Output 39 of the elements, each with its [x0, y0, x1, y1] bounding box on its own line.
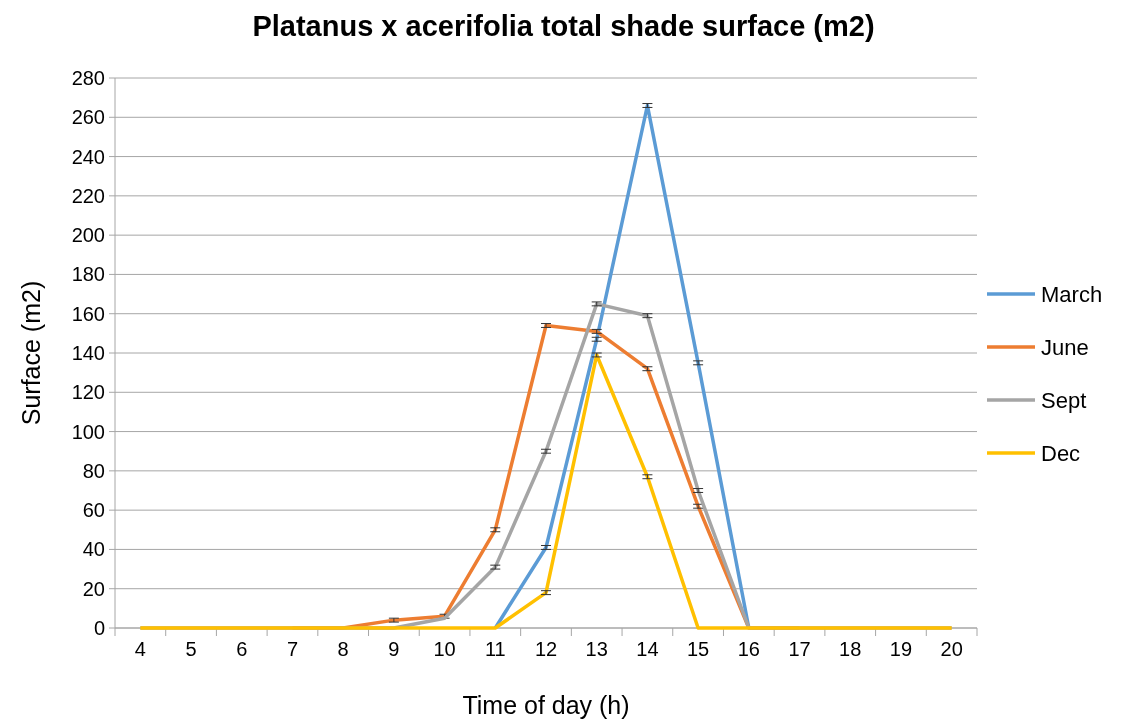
y-tick-label: 240 [71, 145, 105, 168]
y-tick-label: 160 [71, 302, 105, 325]
x-tick-label: 7 [286, 638, 299, 660]
x-tick-label: 8 [337, 638, 349, 660]
y-tick-label: 80 [82, 459, 105, 482]
x-tick-label: 9 [388, 638, 400, 660]
y-tick-label: 0 [93, 617, 105, 639]
x-tick-label: 18 [839, 638, 862, 660]
x-tick-label: 11 [484, 638, 506, 660]
y-tick-label: 40 [82, 538, 105, 561]
x-tick-label: 20 [940, 638, 963, 660]
y-tick-label: 220 [71, 184, 105, 207]
y-tick-label: 100 [71, 420, 105, 443]
y-tick-label: 200 [71, 224, 105, 247]
x-tick-label: 16 [737, 638, 760, 660]
x-tick-label: 15 [686, 638, 710, 660]
chart-title: Platanus x acerifolia total shade surface (m2) [252, 10, 875, 42]
y-axis-title: Surface (m2) [17, 280, 45, 426]
legend-label: Dec [1041, 440, 1081, 466]
y-tick-label: 260 [71, 106, 105, 129]
x-tick-label: 5 [185, 638, 197, 660]
y-tick-label: 120 [71, 381, 105, 404]
x-tick-label: 14 [636, 638, 659, 660]
legend-label: June [1041, 334, 1089, 360]
x-tick-label: 17 [788, 638, 811, 660]
x-tick-label: 12 [534, 638, 558, 660]
x-tick-label: 19 [889, 638, 913, 660]
y-tick-label: 180 [71, 263, 105, 286]
y-tick-label: 140 [71, 342, 105, 364]
x-tick-label: 6 [236, 638, 248, 660]
x-tick-label: 10 [433, 638, 456, 660]
y-tick-label: 20 [82, 577, 105, 600]
x-tick-label: 4 [134, 638, 146, 660]
x-axis-title: Time of day (h) [462, 691, 630, 719]
x-tick-label: 13 [585, 638, 608, 660]
legend-label: Sept [1041, 387, 1087, 413]
y-tick-label: 60 [82, 499, 105, 522]
legend-label: March [1041, 281, 1103, 307]
y-tick-label: 280 [71, 67, 105, 89]
